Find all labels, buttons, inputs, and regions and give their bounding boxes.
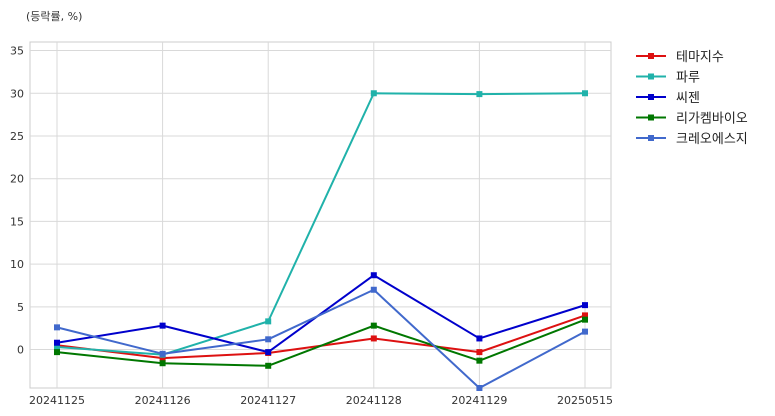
data-point <box>476 357 483 364</box>
y-tick-label: 5 <box>17 301 24 314</box>
data-point <box>159 350 166 357</box>
data-point <box>582 312 588 319</box>
legend-label: 테마지수 <box>676 50 724 65</box>
legend-marker <box>648 135 654 141</box>
unit-label: (등락률, %) <box>26 10 82 23</box>
data-point <box>476 335 483 342</box>
series-line <box>56 314 586 360</box>
data-point <box>370 90 377 97</box>
data-point <box>370 335 377 342</box>
data-point <box>582 328 588 335</box>
data-point <box>159 355 166 362</box>
data-point <box>265 349 272 356</box>
legend-label: 리가켐바이오 <box>676 112 748 127</box>
series-group <box>54 90 588 391</box>
data-point <box>159 322 166 329</box>
data-point <box>370 322 377 329</box>
x-tick-label: 20241126 <box>135 394 191 407</box>
series-line <box>56 92 586 356</box>
y-tick-label: 20 <box>10 173 24 186</box>
data-point <box>54 324 60 331</box>
data-point <box>582 316 588 323</box>
y-tick-label: 35 <box>10 45 24 58</box>
legend-marker <box>648 94 654 100</box>
data-point <box>54 349 60 356</box>
data-point <box>265 362 272 369</box>
data-point <box>476 385 483 391</box>
data-point <box>476 349 483 356</box>
legend-label: 파루 <box>676 71 700 86</box>
y-axis: 0 5 10 15 20 25 30 35 <box>10 45 24 357</box>
x-tick-label: 20241125 <box>29 394 85 407</box>
y-tick-label: 0 <box>17 344 24 357</box>
series-line <box>56 288 586 389</box>
y-tick-label: 25 <box>10 130 24 143</box>
y-tick-label: 15 <box>10 215 24 228</box>
legend-label: 크레오에스지 <box>676 132 748 147</box>
series-line <box>56 318 586 367</box>
data-point <box>582 90 588 97</box>
data-point <box>370 286 377 293</box>
y-tick-label: 30 <box>10 87 24 100</box>
y-tick-label: 10 <box>10 258 24 271</box>
legend-marker <box>648 53 654 59</box>
data-point <box>159 360 166 367</box>
legend-marker <box>648 73 654 80</box>
data-point <box>54 343 60 350</box>
x-axis: 20241125 20241126 20241127 20241128 20241129… <box>29 394 613 407</box>
data-point <box>54 339 60 346</box>
data-point <box>265 336 272 343</box>
x-tick-label: 20241129 <box>451 394 507 407</box>
x-tick-label: 20241128 <box>346 394 402 407</box>
data-point <box>476 91 483 98</box>
data-point <box>582 302 588 309</box>
x-tick-label: 20250515 <box>557 394 613 407</box>
data-point <box>265 318 272 325</box>
data-point <box>370 272 377 279</box>
x-tick-label: 20241127 <box>240 394 296 407</box>
plot-area <box>29 41 612 389</box>
legend-label: 씨젠 <box>676 91 700 106</box>
legend-marker <box>648 114 654 121</box>
